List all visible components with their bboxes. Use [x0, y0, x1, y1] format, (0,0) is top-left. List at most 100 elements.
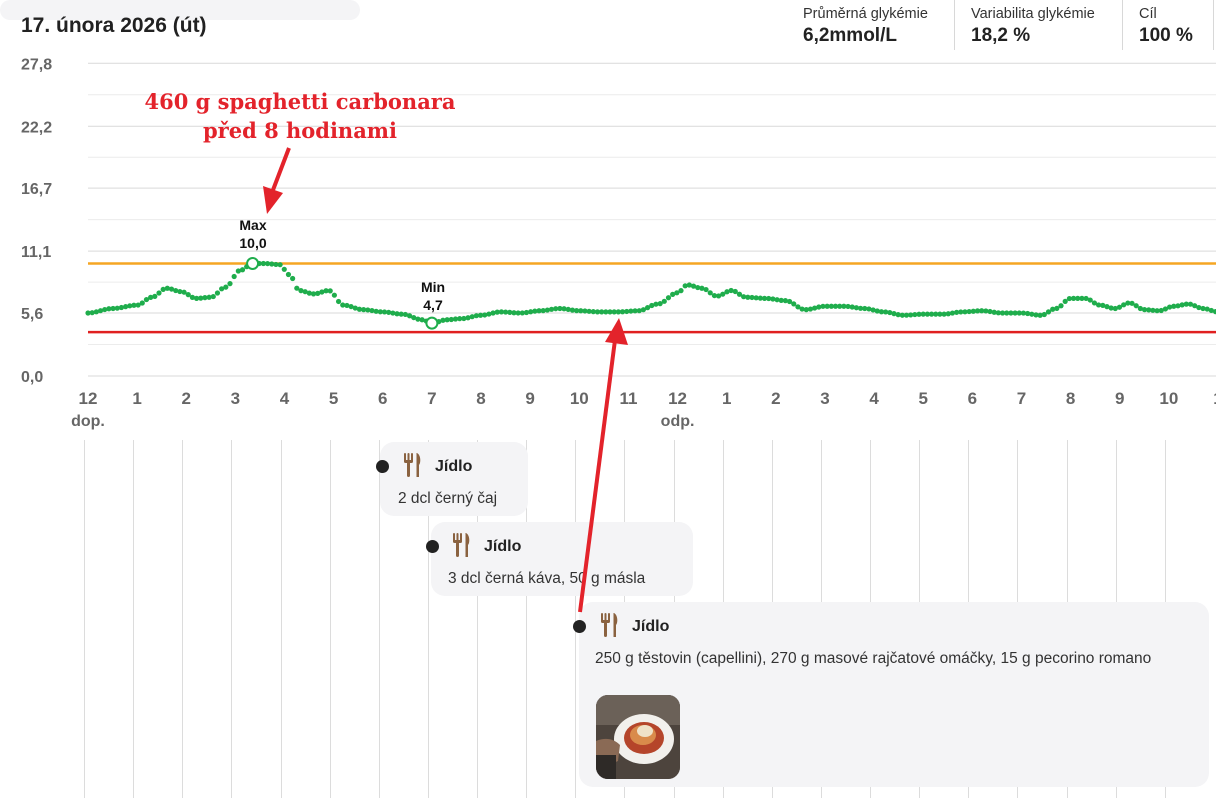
glucose-point [670, 291, 676, 297]
glucose-point [394, 311, 400, 317]
glucose-point [782, 298, 789, 304]
glucose-point [582, 308, 588, 314]
glucose-point [193, 295, 200, 301]
glucose-point [883, 309, 889, 315]
glucose-point [1091, 300, 1098, 306]
glucose-point [682, 283, 688, 289]
timeline-gridline [329, 440, 331, 798]
glucose-point [477, 312, 484, 318]
glucose-point [895, 312, 901, 318]
glucose-point [127, 303, 133, 309]
glucose-point [1012, 310, 1018, 316]
timeline-gridline [231, 440, 233, 798]
x-tick-label: 12 [79, 389, 98, 408]
meal-card[interactable]: Jídlo 250 g těstovin (capellini), 270 g … [573, 602, 1209, 787]
timeline-gridline [84, 440, 85, 798]
glucose-point [114, 305, 120, 311]
glucose-point [122, 304, 129, 310]
meal-title: Jídlo [484, 538, 522, 555]
glucose-point [173, 287, 179, 294]
min-marker-label: Min 4,7 [403, 278, 463, 314]
glucose-point [223, 284, 229, 290]
meal-description: 2 dcl černý čaj [398, 490, 498, 507]
timeline-gridline [477, 440, 479, 798]
glucose-point [561, 306, 567, 312]
glucose-point [578, 308, 584, 314]
x-tick-label: 10 [1159, 389, 1178, 408]
glucose-point [728, 287, 734, 294]
stat-label: Variabilita glykémie [971, 6, 1095, 22]
glucose-point [837, 303, 843, 309]
x-tick-label: 1 [1213, 389, 1216, 408]
glucose-point [452, 316, 459, 322]
glucose-point [235, 268, 241, 274]
x-tick-label: 4 [869, 389, 879, 408]
glucose-point [586, 308, 592, 314]
glucose-point [1179, 302, 1185, 308]
glucose-point [269, 261, 275, 267]
glucose-point [849, 304, 855, 310]
meal-photo[interactable] [596, 695, 680, 779]
glucose-point [640, 307, 647, 313]
glucose-point [1029, 311, 1035, 317]
arrow-shaft [271, 147, 291, 191]
glucose-point [97, 308, 104, 314]
x-tick-label: 1 [722, 389, 731, 408]
glucose-point [1004, 310, 1010, 316]
glucose-point [987, 308, 993, 315]
glucose-point [761, 295, 768, 301]
glucose-point [999, 310, 1006, 316]
glucose-point [523, 309, 530, 316]
glucose-point [536, 308, 542, 314]
glucose-point [93, 309, 99, 315]
meal-card-partial[interactable] [0, 0, 360, 20]
glucose-point [482, 312, 488, 318]
glucose-point [711, 292, 718, 299]
glucose-point [1137, 305, 1143, 312]
glucose-point [1154, 308, 1160, 314]
glucose-point [1083, 295, 1089, 302]
glucose-point [227, 281, 233, 287]
glucose-point [264, 260, 271, 267]
glucose-point [636, 308, 642, 314]
glucose-point [995, 310, 1001, 316]
glucose-point [686, 282, 692, 288]
glucose-point [924, 311, 930, 317]
glucose-point [1208, 307, 1214, 314]
glucose-point [607, 309, 613, 315]
x-tick-label: 2 [182, 389, 191, 408]
glucose-point [816, 304, 822, 310]
x-tick-label: 1 [132, 389, 141, 408]
glucose-point [177, 288, 183, 295]
glucose-point [285, 271, 292, 278]
timeline-gridline [182, 440, 184, 798]
glucose-point [845, 303, 851, 310]
glucose-point [457, 316, 463, 322]
glucose-point [181, 289, 187, 295]
glucose-point [365, 307, 371, 313]
x-tick-label: 9 [1115, 389, 1124, 408]
glucose-point [1158, 307, 1164, 314]
meal-card[interactable]: Jídlo 3 dcl černá káva, 50 g másla [426, 522, 693, 596]
x-tick-label: 7 [1017, 389, 1026, 408]
glucose-point [870, 307, 876, 313]
glucose-point [189, 294, 196, 300]
glucose-point [945, 311, 951, 317]
glucose-point [1050, 306, 1056, 312]
glucose-point [903, 312, 910, 318]
glucose-point [1054, 305, 1060, 311]
glucose-point [290, 275, 296, 282]
glucose-point [139, 300, 145, 306]
glucose-point [991, 309, 997, 315]
glucose-point [757, 295, 763, 301]
glucose-point [619, 309, 626, 315]
glucose-point [928, 311, 935, 317]
glucose-point [565, 306, 571, 313]
glucose-point [766, 295, 772, 302]
glucose-point [202, 295, 208, 301]
meal-card[interactable]: Jídlo 2 dcl černý čaj [376, 442, 528, 516]
x-tick-label: 5 [329, 389, 338, 408]
glucose-point [219, 286, 225, 292]
glucose-point [615, 309, 621, 315]
glucose-point [294, 285, 300, 291]
